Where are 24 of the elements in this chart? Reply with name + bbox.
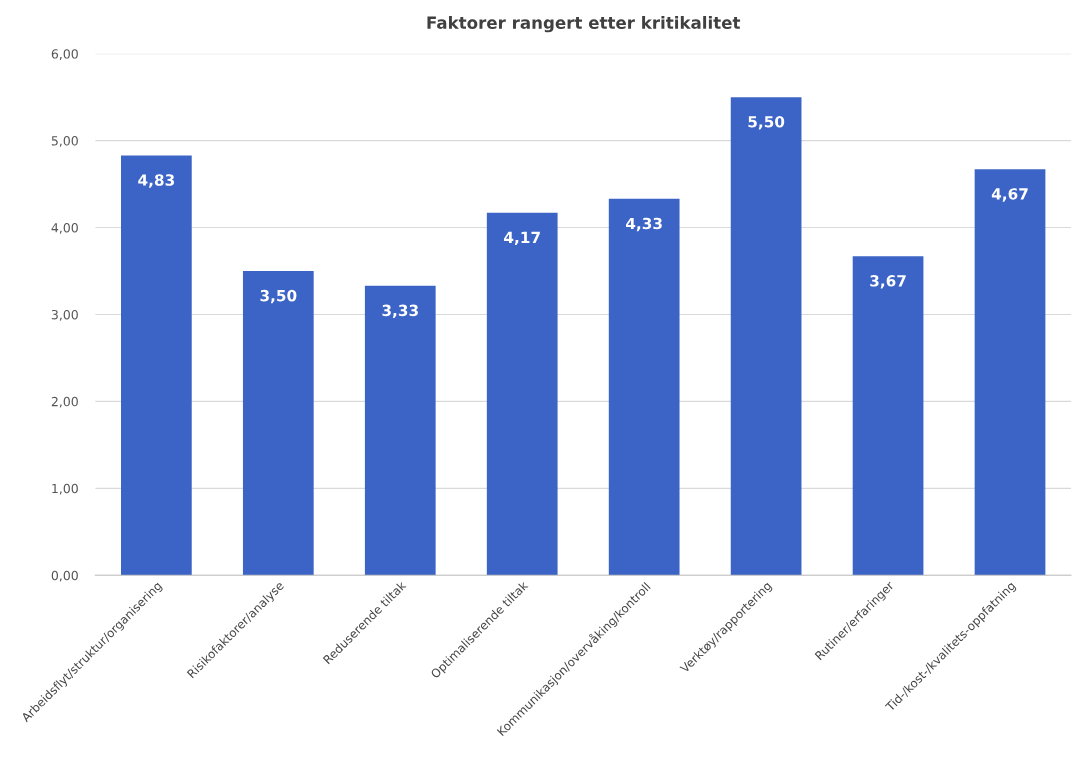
- data-label: 4,67: [991, 188, 1028, 202]
- y-tick-label: 4,00: [51, 223, 78, 234]
- bar: [608, 198, 680, 576]
- data-label: 5,50: [748, 115, 785, 130]
- y-tick-label: 5,00: [51, 136, 78, 147]
- y-tick-label: 6,00: [51, 49, 78, 60]
- bar: [242, 271, 314, 576]
- bar: [364, 285, 436, 576]
- chart-title: Faktorer rangert etter kritikalitet: [427, 16, 741, 33]
- bar: [730, 97, 802, 576]
- data-label: 3,67: [870, 275, 906, 289]
- data-label: 4,33: [626, 217, 662, 232]
- data-label: 4,83: [138, 174, 174, 188]
- y-tick-label: 1,00: [52, 483, 78, 495]
- bar: [974, 169, 1046, 576]
- y-tick-label: 2,00: [51, 396, 78, 408]
- y-tick-label: 0,00: [51, 570, 78, 582]
- bar: [852, 256, 924, 576]
- data-label: 4,17: [504, 231, 540, 246]
- data-label: 3,50: [260, 289, 297, 304]
- bar: [486, 212, 558, 576]
- data-label: 3,33: [382, 304, 418, 319]
- bar: [121, 155, 192, 576]
- y-tick-label: 3,00: [51, 309, 78, 321]
